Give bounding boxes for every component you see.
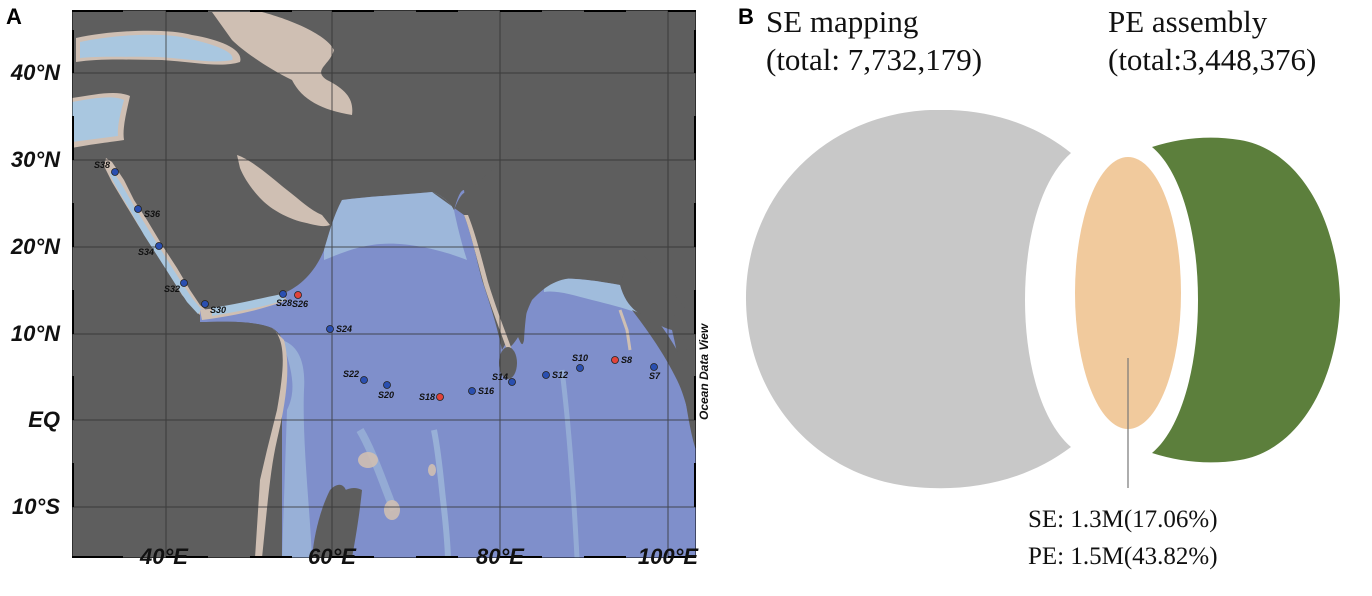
svg-text:S22: S22	[343, 369, 359, 379]
station-s28[interactable]: S28	[276, 290, 292, 309]
pe-assembly-total: (total:3,448,376)	[1108, 42, 1317, 77]
sri-lanka	[499, 347, 517, 379]
lon-label-40e: 40°E	[140, 544, 188, 569]
sumatra-landmass	[620, 10, 696, 390]
overlap-se-stat: SE: 1.3M(17.06%)	[1028, 506, 1218, 533]
station-s20[interactable]: S20	[378, 381, 394, 401]
station-s10[interactable]: S10	[572, 353, 588, 372]
svg-text:S24: S24	[336, 324, 352, 334]
station-s12[interactable]: S12	[542, 370, 569, 380]
lon-label-60e: 60°E	[308, 544, 356, 569]
lat-label-20n: 20°N	[10, 234, 60, 259]
station-s18[interactable]: S18	[419, 392, 444, 402]
station-s32[interactable]: S32	[164, 279, 188, 295]
lat-label-10s: 10°S	[12, 494, 60, 519]
panel-a-label: A	[6, 4, 22, 29]
station-s36[interactable]: S36	[134, 205, 162, 220]
lat-label-40n: 40°N	[10, 60, 60, 85]
station-s30[interactable]: S30	[201, 300, 227, 316]
svg-text:S7: S7	[649, 371, 661, 381]
station-s26[interactable]: S26	[292, 291, 309, 310]
svg-text:S34: S34	[138, 247, 154, 257]
overlap-pe-stat: PE: 1.5M(43.82%)	[1028, 543, 1218, 570]
persian-gulf	[237, 155, 330, 227]
red-sea	[104, 158, 212, 322]
panel-b-label: B	[738, 4, 754, 29]
india-landmass	[432, 120, 632, 350]
africa-landmass	[72, 321, 287, 558]
caspian-sea	[212, 12, 353, 115]
lat-label-30n: 30°N	[10, 147, 60, 172]
svg-text:S12: S12	[552, 370, 568, 380]
svg-text:S38: S38	[94, 160, 110, 170]
station-s22[interactable]: S22	[343, 369, 368, 384]
lat-label-eq: EQ	[28, 407, 60, 432]
station-s38[interactable]: S38	[94, 160, 119, 176]
svg-text:S8: S8	[621, 355, 632, 365]
madagascar	[312, 484, 348, 558]
venn-diagram	[745, 110, 1340, 489]
svg-text:S16: S16	[478, 386, 495, 396]
svg-text:S32: S32	[164, 284, 180, 294]
svg-text:S26: S26	[292, 299, 309, 309]
se-mapping-set	[745, 110, 1071, 489]
station-map: S38 S36 S34 S32 S30 S28 S26 S24 S22 S20 …	[72, 10, 696, 558]
se-mapping-title: SE mapping	[766, 4, 919, 39]
ocean-data-view-credit: Ocean Data View	[697, 323, 711, 420]
svg-text:S30: S30	[210, 305, 226, 315]
svg-text:S10: S10	[572, 353, 588, 363]
svg-text:S20: S20	[378, 390, 394, 400]
lon-label-100e: 100°E	[637, 544, 699, 569]
svg-text:S14: S14	[492, 372, 508, 382]
lat-label-10n: 10°N	[10, 321, 60, 346]
svg-text:S36: S36	[144, 209, 161, 219]
overlap-region	[1075, 157, 1181, 429]
lon-label-80e: 80°E	[476, 544, 524, 569]
station-s16[interactable]: S16	[468, 386, 496, 396]
svg-text:S18: S18	[419, 392, 435, 402]
graticule	[72, 10, 696, 558]
se-mapping-total: (total: 7,732,179)	[766, 42, 983, 77]
pe-assembly-set	[1152, 137, 1340, 463]
stations: S38 S36 S34 S32 S30 S28 S26 S24 S22 S20 …	[94, 160, 661, 402]
station-s14[interactable]: S14	[492, 372, 516, 386]
pe-assembly-title: PE assembly	[1108, 4, 1268, 39]
station-s8[interactable]: S8	[611, 355, 633, 365]
station-s34[interactable]: S34	[138, 242, 163, 258]
svg-text:S28: S28	[276, 298, 292, 308]
station-s7[interactable]: S7	[649, 363, 661, 382]
station-s24[interactable]: S24	[326, 324, 353, 334]
